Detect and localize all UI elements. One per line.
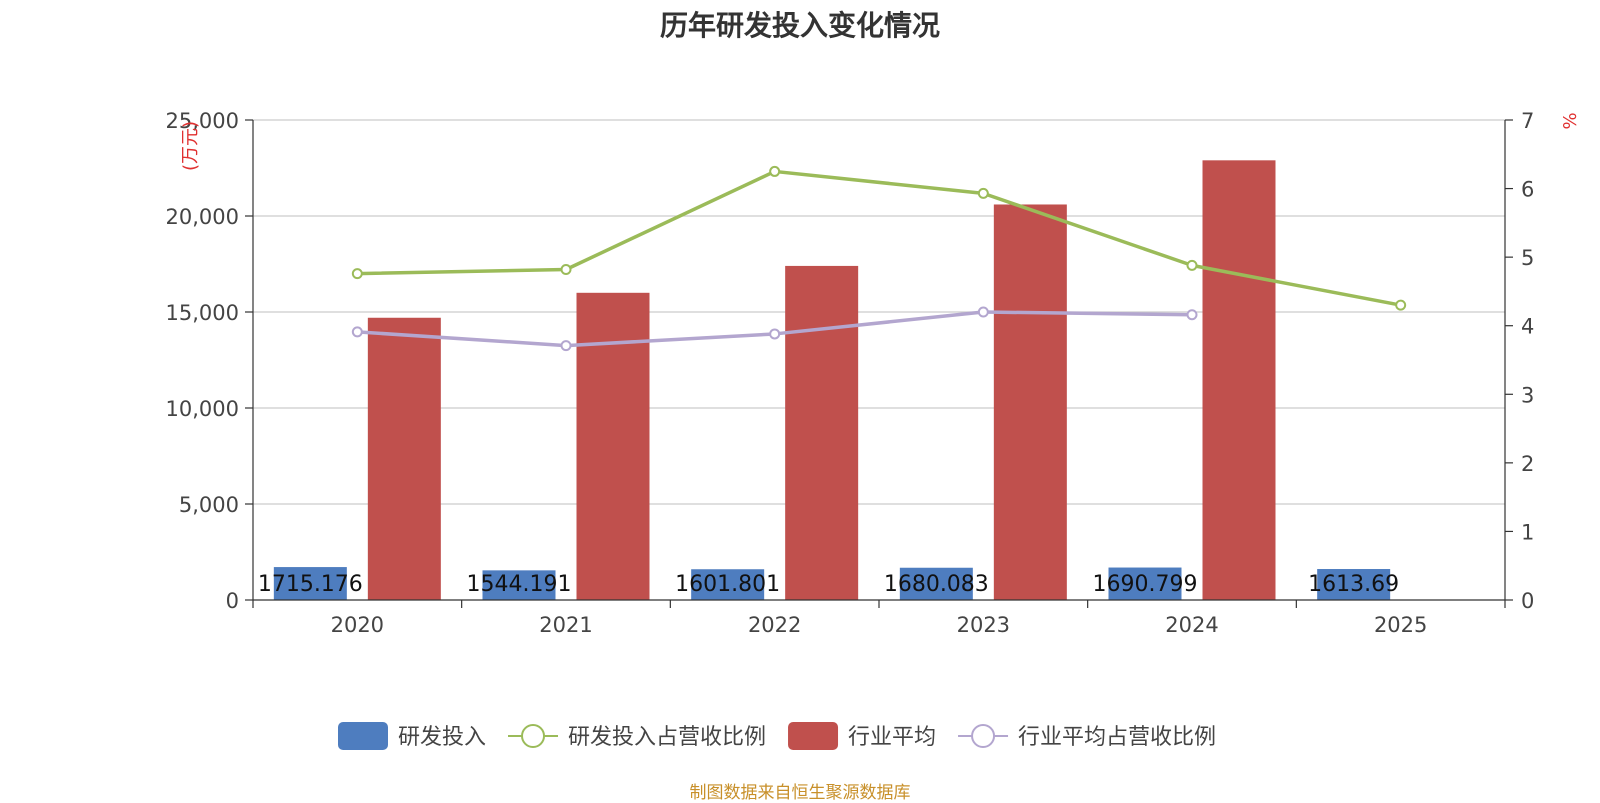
line-point <box>769 165 781 177</box>
y-right-axis-label: % <box>1560 112 1581 129</box>
line-point <box>977 306 989 318</box>
legend-swatch-bar <box>788 722 839 750</box>
y-right-tick-label: 1 <box>1521 520 1534 544</box>
data-label: 1690.799 <box>1093 572 1198 597</box>
data-label: 1601.801 <box>675 572 780 597</box>
y-right-tick-label: 4 <box>1521 315 1534 339</box>
legend-label: 研发投入占营收比例 <box>568 725 766 750</box>
bar-rd-investment <box>273 567 347 600</box>
source-note: 制图数据来自恒生聚源数据库 <box>689 783 911 803</box>
y-left-tick-label: 20,000 <box>166 205 239 229</box>
bar-rd-investment <box>691 569 765 600</box>
bar-industry-average <box>785 265 859 600</box>
legend-label: 行业平均 <box>848 725 936 750</box>
y-left-tick-label: 5,000 <box>179 493 239 517</box>
bar-industry-average <box>993 204 1067 601</box>
line-point <box>1186 259 1198 271</box>
y-left-tick-label: 0 <box>226 589 239 613</box>
bar-rd-investment <box>482 570 556 600</box>
line-point <box>351 326 363 338</box>
gridlines <box>253 119 1505 505</box>
legend-swatch-marker <box>521 724 546 748</box>
y-left-tick-label: 15,000 <box>166 301 239 325</box>
y-right-tick-label: 2 <box>1521 452 1534 476</box>
y-right-tick-label: 0 <box>1521 589 1534 613</box>
line-point <box>1186 309 1198 321</box>
data-label: 1715.176 <box>258 572 363 597</box>
chart-title: 历年研发投入变化情况 <box>659 9 940 42</box>
x-tick-label: 2025 <box>1374 613 1427 637</box>
line-point <box>977 187 989 199</box>
bar-industry-average <box>1202 160 1276 600</box>
x-tick-label: 2023 <box>957 613 1010 637</box>
legend-label: 研发投入 <box>398 725 486 750</box>
y-right-tick-label: 7 <box>1521 109 1534 133</box>
legend-swatch-marker <box>971 724 996 748</box>
legend: 研发投入 研发投入占营收比例 行业平均 行业平均占营收比例 <box>338 722 1216 750</box>
bar-rd-investment <box>1108 567 1182 600</box>
bars <box>273 160 1391 601</box>
bar-rd-investment <box>1317 569 1391 600</box>
y-left-tick-label: 25,000 <box>166 109 239 133</box>
data-label: 1544.191 <box>467 572 572 597</box>
legend-label: 行业平均占营收比例 <box>1018 725 1216 750</box>
data-label: 1613.69 <box>1308 572 1399 597</box>
series-line-rd-ratio <box>357 169 1401 307</box>
x-tick-label: 2020 <box>331 613 384 637</box>
y-left-tick-label: 10,000 <box>166 397 239 421</box>
legend-swatch-bar <box>338 722 388 750</box>
y-right-tick-label: 5 <box>1521 246 1534 270</box>
line-point <box>769 328 781 340</box>
y-right-tick-label: 3 <box>1521 383 1534 407</box>
y-right-tick-label: 6 <box>1521 178 1534 202</box>
line-point <box>560 263 572 275</box>
x-tick-label: 2024 <box>1165 613 1218 637</box>
bar-industry-average <box>576 292 650 600</box>
line-point <box>351 268 363 280</box>
x-tick-label: 2022 <box>748 613 801 637</box>
bar-industry-average <box>367 317 441 600</box>
line-point <box>1395 299 1407 311</box>
y-left-axis-label: (万元) <box>180 121 201 171</box>
data-label: 1680.083 <box>884 572 989 597</box>
lines <box>351 165 1407 352</box>
axes: 0 5,000 10,000 15,000 20,000 25,000 0 1 2 3 4 5 6 7 (万… <box>166 109 1581 637</box>
bar-rd-investment <box>899 567 973 600</box>
x-tick-label: 2021 <box>539 613 592 637</box>
line-point <box>560 340 572 352</box>
data-labels: 1715.176 1544.191 1601.801 1680.083 1690.799… <box>258 572 1399 597</box>
